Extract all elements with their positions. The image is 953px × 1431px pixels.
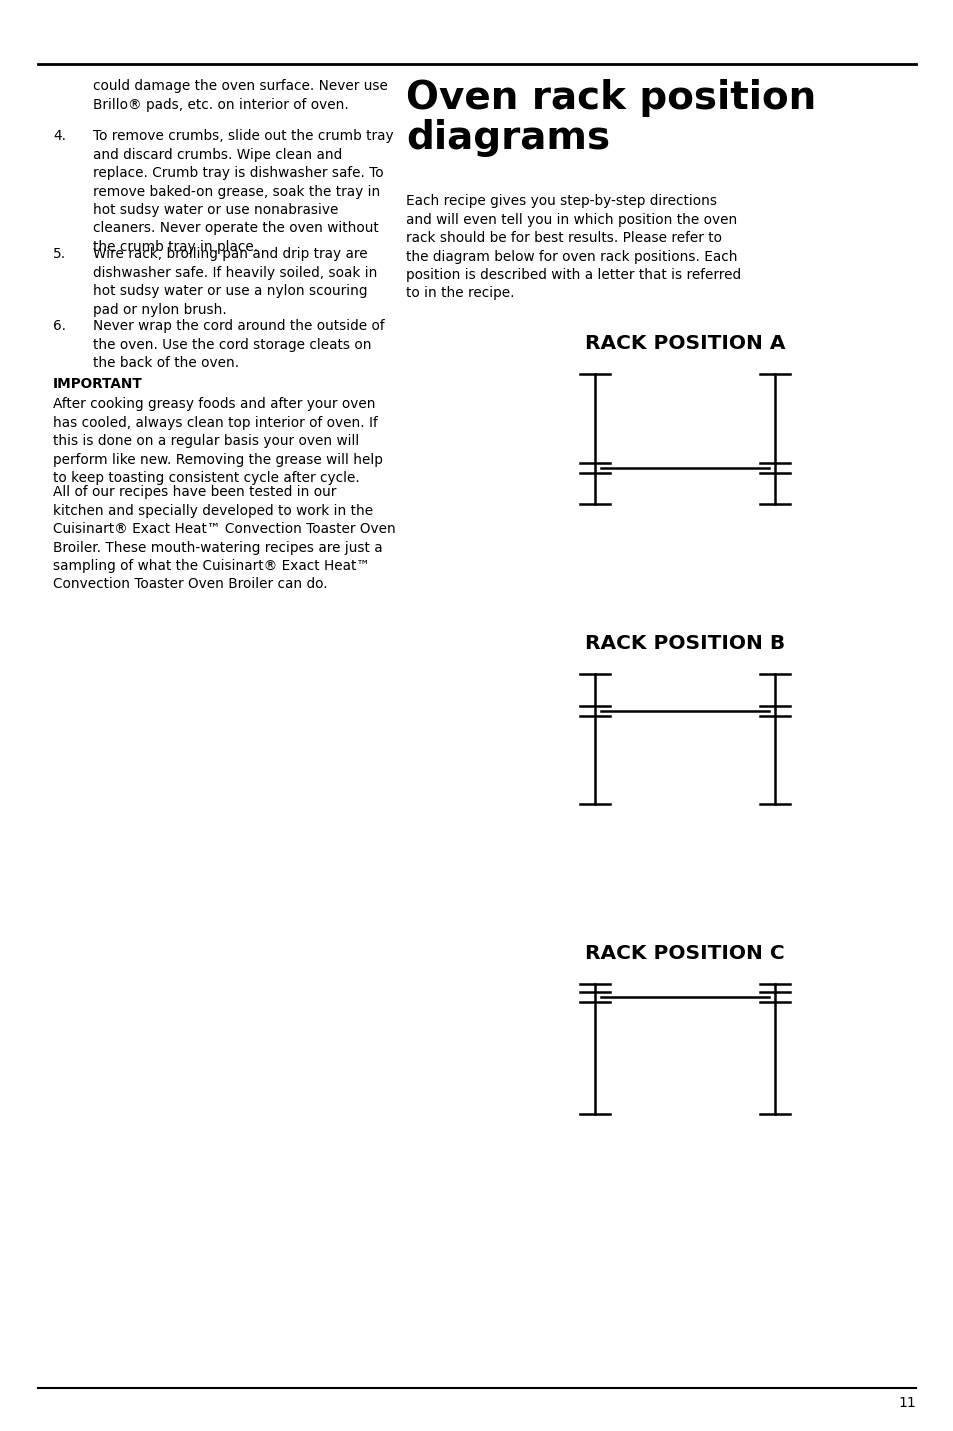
Text: RACK POSITION A: RACK POSITION A [584, 335, 784, 353]
Text: Never wrap the cord around the outside of
the oven. Use the cord storage cleats : Never wrap the cord around the outside o… [93, 319, 384, 371]
Text: All of our recipes have been tested in our
kitchen and specially developed to wo: All of our recipes have been tested in o… [53, 485, 395, 591]
Text: Each recipe gives you step-by-step directions
and will even tell you in which po: Each recipe gives you step-by-step direc… [405, 195, 740, 301]
Text: 6.: 6. [53, 319, 66, 333]
Text: Oven rack position
diagrams: Oven rack position diagrams [405, 79, 816, 157]
Text: To remove crumbs, slide out the crumb tray
and discard crumbs. Wipe clean and
re: To remove crumbs, slide out the crumb tr… [93, 129, 394, 253]
Text: IMPORTANT: IMPORTANT [53, 378, 143, 392]
Text: RACK POSITION C: RACK POSITION C [584, 944, 784, 963]
Text: Wire rack, broiling pan and drip tray are
dishwasher safe. If heavily soiled, so: Wire rack, broiling pan and drip tray ar… [93, 248, 377, 316]
Text: RACK POSITION B: RACK POSITION B [584, 634, 784, 654]
Text: 4.: 4. [53, 129, 66, 143]
Text: 5.: 5. [53, 248, 66, 262]
Text: could damage the oven surface. Never use
Brillo® pads, etc. on interior of oven.: could damage the oven surface. Never use… [93, 79, 388, 112]
Text: 11: 11 [897, 1397, 915, 1410]
Text: After cooking greasy foods and after your oven
has cooled, always clean top inte: After cooking greasy foods and after you… [53, 398, 383, 485]
